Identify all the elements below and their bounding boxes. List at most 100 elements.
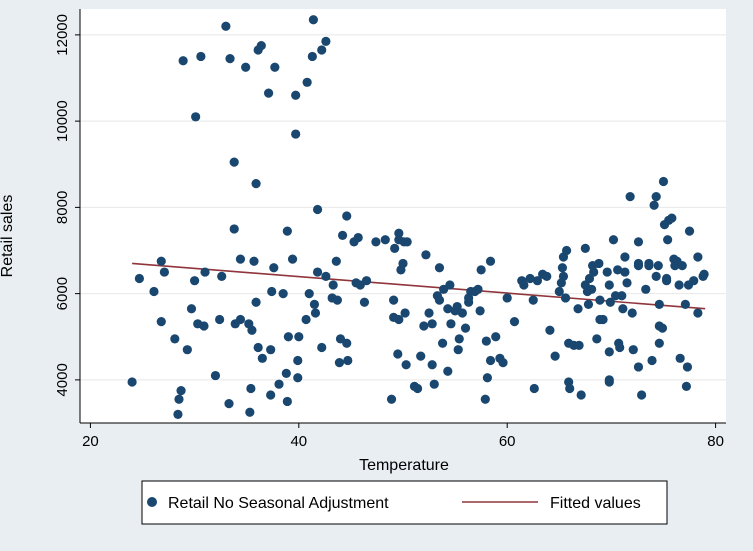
scatter-point <box>282 396 292 407</box>
scatter-point <box>246 383 256 394</box>
scatter-point <box>558 271 569 281</box>
plot-area <box>80 9 726 423</box>
scatter-point <box>589 267 599 277</box>
scatter-point <box>191 112 201 122</box>
scatter-point <box>542 271 552 281</box>
scatter-point <box>605 297 615 307</box>
scatter-point <box>215 314 225 325</box>
scatter-point <box>647 355 657 366</box>
scatter-point <box>625 191 635 202</box>
scatter-point <box>308 15 318 25</box>
scatter-point <box>256 41 266 51</box>
scatter-point <box>485 256 496 266</box>
scatter-point <box>253 342 263 353</box>
scatter-point <box>342 211 352 221</box>
scatter-point <box>321 36 331 46</box>
scatter-point <box>637 390 647 400</box>
scatter-point <box>182 345 192 355</box>
scatter-point <box>294 332 304 342</box>
scatter-point <box>390 243 400 253</box>
scatter-point <box>627 308 637 318</box>
legend-label-fitted: Fitted values <box>550 495 641 512</box>
scatter-point <box>210 370 221 381</box>
scatter-point <box>620 252 630 262</box>
scatter-point <box>620 267 630 277</box>
scatter-point <box>658 176 669 187</box>
y-tick-label: 8000 <box>54 191 71 224</box>
scatter-point <box>667 213 677 223</box>
scatter-point <box>249 256 259 266</box>
scatter-point <box>156 256 166 266</box>
scatter-point <box>657 323 668 333</box>
scatter-point <box>580 243 590 253</box>
scatter-point <box>257 353 267 363</box>
scatter-point <box>307 51 317 62</box>
scatter-point <box>560 293 571 303</box>
scatter-point <box>592 334 602 344</box>
scatter-point <box>134 273 144 284</box>
scatter-point <box>595 295 605 305</box>
scatter-point <box>618 304 628 314</box>
scatter-point <box>693 308 703 318</box>
scatter-point <box>266 390 276 400</box>
scatter-point <box>651 271 661 281</box>
scatter-point <box>312 204 323 215</box>
scatter-point <box>604 347 614 357</box>
scatter-point <box>302 77 312 87</box>
scatter-point <box>481 336 491 346</box>
scatter-point <box>460 323 471 333</box>
y-gridlines <box>80 34 726 381</box>
scatter-points <box>127 15 709 419</box>
scatter-point <box>454 334 464 344</box>
scatter-point <box>267 286 277 297</box>
scatter-point <box>674 280 684 290</box>
scatter-point <box>380 235 390 245</box>
scatter-point <box>241 62 251 72</box>
scatter-point <box>282 226 292 236</box>
scatter-point <box>224 398 234 409</box>
scatter-point <box>278 289 288 299</box>
x-tick-label: 80 <box>707 433 724 450</box>
scatter-point <box>446 319 456 329</box>
scatter-point <box>434 263 445 273</box>
scatter-point <box>310 308 321 318</box>
scatter-point <box>680 299 690 310</box>
scatter-point <box>149 286 159 297</box>
scatter-point <box>473 284 483 294</box>
scatter-point <box>633 260 644 271</box>
scatter-point <box>641 284 651 294</box>
scatter-point <box>681 381 692 391</box>
scatter-point <box>427 360 437 370</box>
scatter-point <box>247 325 257 335</box>
scatter-point <box>317 45 327 55</box>
scatter-point <box>156 317 166 327</box>
scatter-point <box>371 237 381 247</box>
scatter-point <box>699 269 709 279</box>
scatter-point <box>509 317 520 327</box>
x-tick-label: 40 <box>290 433 307 450</box>
scatter-point <box>464 297 474 307</box>
scatter-point <box>328 280 338 290</box>
scatter-point <box>293 373 303 383</box>
scatter-point <box>424 308 434 318</box>
scatter-point <box>245 407 255 417</box>
scatter-point <box>633 362 644 372</box>
scatter-point <box>263 88 274 98</box>
scatter-point <box>602 267 612 277</box>
scatter-point <box>604 377 614 387</box>
scatter-point <box>229 224 239 234</box>
scatter-point <box>675 353 685 363</box>
scatter-point <box>677 260 687 271</box>
scatter-point <box>644 260 654 271</box>
scatter-point <box>649 200 659 210</box>
scatter-point <box>554 286 564 297</box>
scatter-point <box>443 304 453 314</box>
scatter-point <box>361 276 372 286</box>
scatter-point <box>525 273 535 284</box>
scatter-point <box>491 332 501 342</box>
scatter-point <box>457 308 467 318</box>
scatter-point <box>574 340 584 350</box>
scatter-point <box>334 358 345 368</box>
scatter-point <box>615 342 625 353</box>
